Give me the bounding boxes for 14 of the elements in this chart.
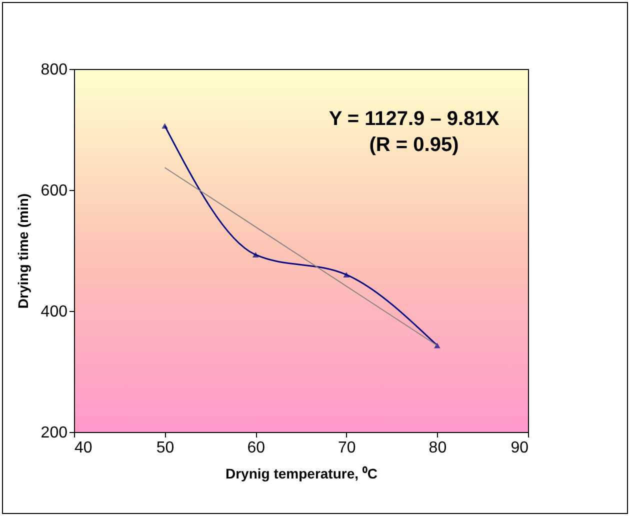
annotation: (R = 0.95) <box>369 134 459 156</box>
x-axis-title: Drynig temperature, ⁰C <box>225 466 378 482</box>
x-tick-label: 40 <box>74 440 92 456</box>
x-tick-label: 90 <box>510 440 529 456</box>
y-axis-title: Drying time (min) <box>14 193 31 309</box>
x-tick-label: 70 <box>338 440 356 456</box>
y-tick-label: 400 <box>40 304 68 320</box>
x-tick-label: 80 <box>428 440 447 456</box>
y-tick-label: 600 <box>40 182 68 200</box>
x-tick-label: 50 <box>156 440 174 456</box>
y-tick-label: 200 <box>40 424 68 442</box>
x-tick-label: 60 <box>247 440 266 456</box>
y-tick-label: 800 <box>40 62 68 78</box>
annotation: Y = 1127.9 – 9.81X <box>328 108 500 130</box>
